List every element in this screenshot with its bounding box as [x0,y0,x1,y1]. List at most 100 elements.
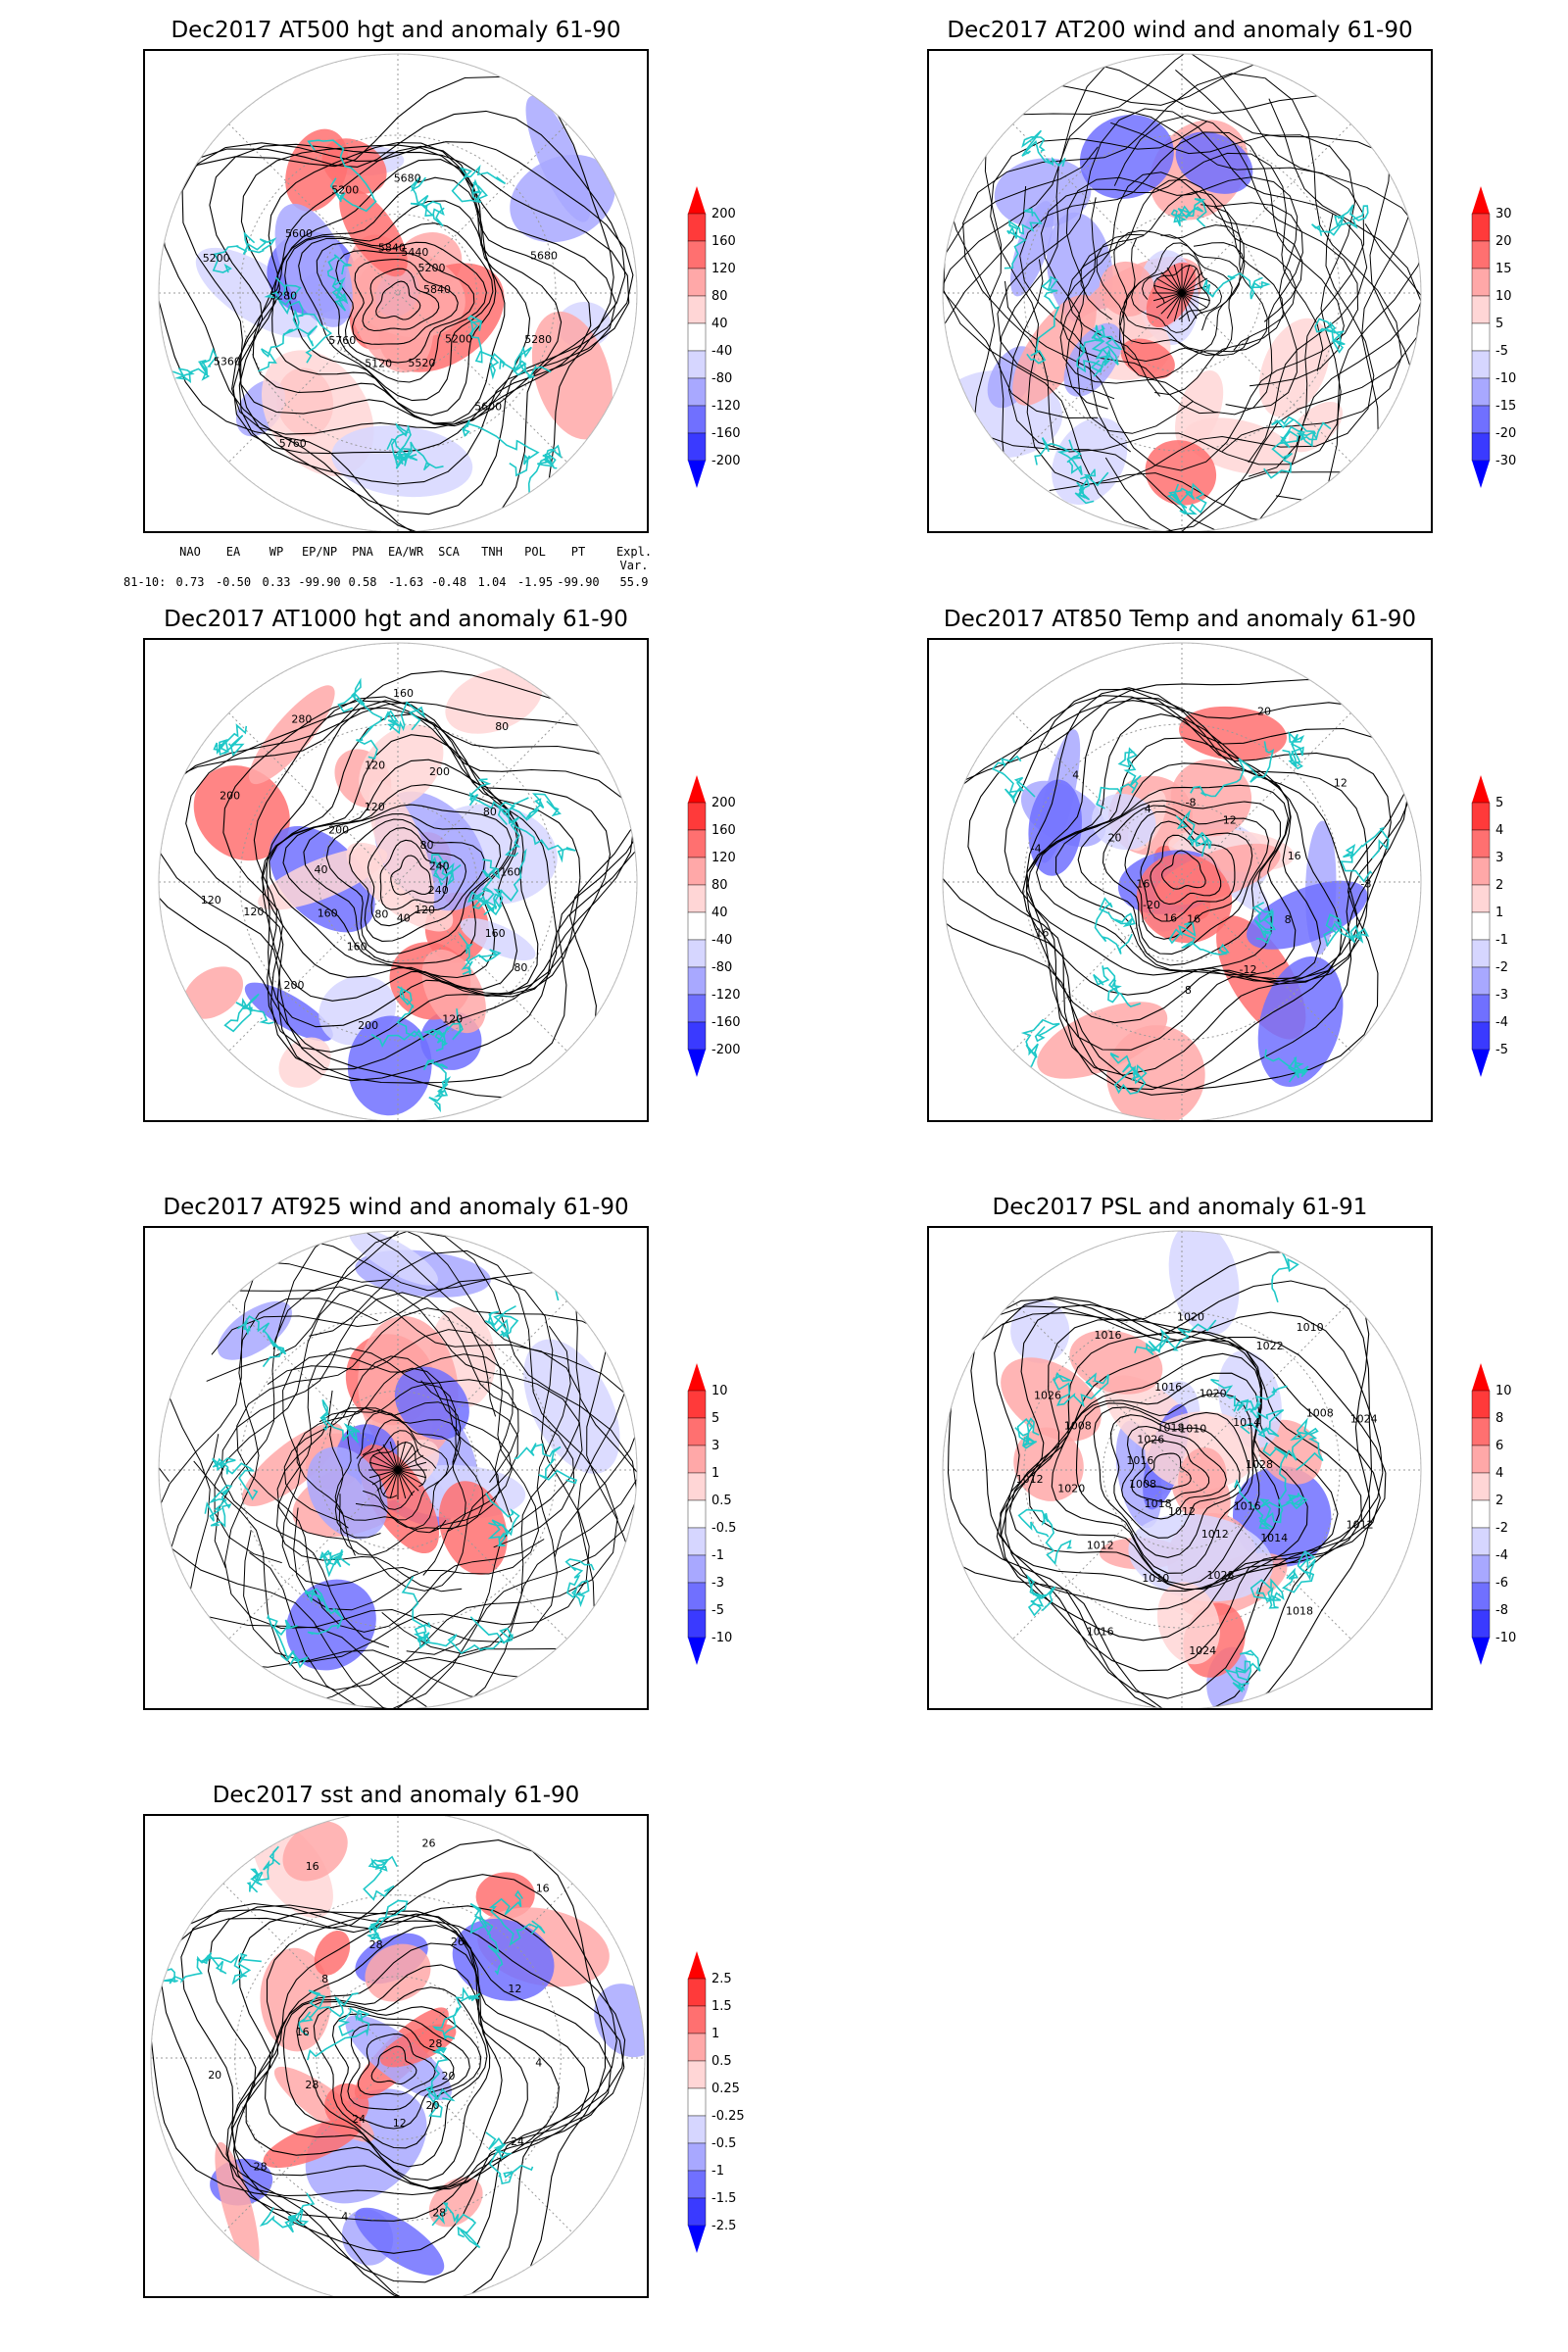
contour-line [1026,687,1369,1051]
contour-line [352,258,459,345]
coastline [425,1616,514,1654]
colorbar: 10 8 6 4 2 -2 -4 -6 -8 -10 [1464,1353,1535,1681]
coastline [466,858,503,916]
anomaly-patch [324,2082,369,2128]
contour-line [232,144,616,455]
index-header: PNA [352,545,373,559]
index-value: -0.48 [430,575,467,589]
anomaly-patch [1106,1025,1205,1120]
contour-line [160,1874,617,2296]
panel-at200: Dec2017 AT200 wind and anomaly 61-90 30 20… [927,18,1535,533]
contour-line [238,145,563,425]
colorbar-swatch [687,1021,707,1051]
colorbar-tick-label: 2 [1495,878,1503,893]
colorbar-tick-label: -160 [711,1015,741,1030]
contour-line [379,839,448,910]
colorbar-tick-label: 2.5 [711,1972,732,1986]
index-header: NAO [179,545,201,559]
colorbar-swatch [687,1978,707,2007]
contour-label: 12 [1223,813,1237,826]
streamline [1118,238,1246,357]
contour-label: 12 [508,1983,521,1995]
coastline [212,1457,259,1501]
colorbar-swatch [1471,268,1491,297]
contour-label: 12 [1334,777,1348,790]
contour-label: 12 [393,2117,407,2130]
streamline [1141,253,1223,333]
colorbar-tick-label: -30 [1495,454,1516,468]
contour-line [947,1280,1373,1708]
coastline [1202,271,1271,300]
map-disc [943,1231,1421,1708]
panel-sst: Dec2017 sst and anomaly 61-90 28 24 28 24 20 1… [143,1783,751,2298]
contour-label: 16 [1187,912,1200,925]
colorbar-swatch [1471,350,1491,379]
contour-label: 5440 [401,246,428,259]
colorbar-tick-label: 120 [711,262,736,276]
pole-convergence [397,1444,414,1471]
contour-line [357,2034,436,2095]
colorbar-swatch [687,1554,707,1584]
coastline [204,1484,233,1528]
contour-line [1130,1439,1210,1502]
anomaly-patch [215,2141,260,2271]
streamline [1040,152,1324,434]
contour-line [1121,1425,1227,1520]
streamline [369,1442,426,1498]
streamline [990,121,1375,485]
contour-label: 5680 [530,249,558,262]
colorbar-tick-label: -10 [1495,1631,1516,1645]
contour-label: 16 [1035,926,1049,939]
index-header: Expl. Var. [615,545,653,572]
contour-label: 1022 [1256,1340,1284,1352]
indices-value-row: 81-10: 0.73 -0.50 0.33 -99.90 0.58 -1.63 -0.48 1… [123,575,672,589]
colorbar-swatch [687,1609,707,1639]
contour-label: 1010 [1297,1321,1324,1334]
colorbar-swatch [687,1445,707,1474]
contour-label: 1012 [1087,1540,1114,1552]
colorbar-swatch [1471,829,1491,858]
colorbar-tick-label: 10 [711,1384,728,1398]
index-value: 55.9 [619,575,649,589]
contour-line [180,1902,626,2283]
map-disc [943,54,1421,531]
colorbar-swatch [687,857,707,886]
colorbar-swatch [1471,322,1491,352]
colorbar-tick-label: -4 [1495,1015,1508,1030]
anomaly-patch [258,847,388,910]
coastline [410,175,445,227]
contour-label: 5120 [365,357,392,369]
anomaly-patch [217,1300,292,1360]
coastline [1224,1649,1261,1692]
coastline [1134,1319,1217,1356]
colorbar: 5 4 3 2 1 -1 -2 -3 -4 -5 [1464,765,1535,1093]
colorbar-swatch [687,268,707,297]
contour-label: 1024 [1189,1644,1216,1657]
streamline [943,54,1420,531]
contour-label: -8 [1186,797,1197,809]
contour-label: 80 [483,806,497,818]
contour-label: 80 [374,907,388,920]
colorbar: 2.5 1.5 1 0.5 0.25 -0.25 -0.5 -1 -1.5 -2.5 [680,1941,751,2269]
contour-line [185,707,637,1082]
colorbar-swatch [1471,939,1491,968]
coastline [504,816,576,863]
map-boundary [158,1230,638,1708]
contour-label: 1018 [1157,1422,1185,1435]
streamline [999,109,1365,477]
contour-line [225,1910,590,2197]
coastline [307,2007,370,2061]
index-header: EA [225,545,241,559]
anomaly-patch [1120,338,1175,379]
streamline [236,1307,545,1633]
meridian-line [1012,123,1351,463]
coastline [991,755,1036,804]
coastline [160,1955,227,1984]
map-disc [159,643,637,1120]
contour-line [269,759,519,990]
polar-map: 28 24 28 24 20 16 12 8 4 28 26 20 16 12 4 16 20 28 26 28 [150,1816,646,2296]
colorbar-tick-label: 3 [711,1439,719,1453]
pole-convergence [1181,264,1191,294]
contour-label: 20 [208,2069,221,2082]
contour-line [1001,1303,1381,1642]
